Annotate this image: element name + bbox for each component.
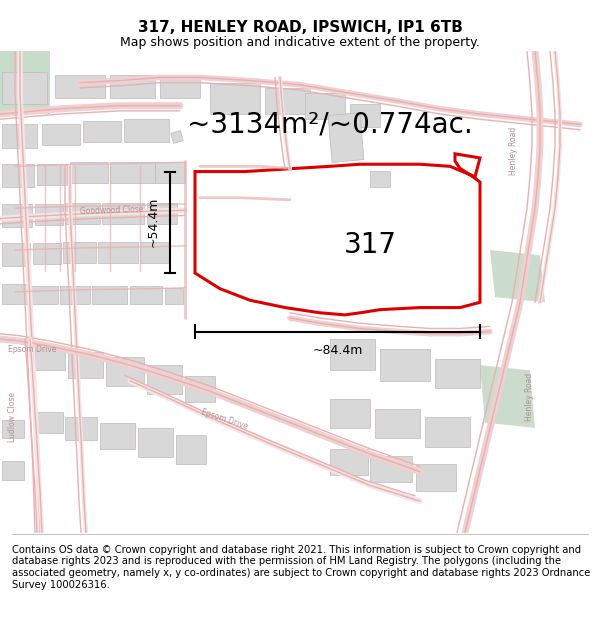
Polygon shape [375, 409, 420, 438]
Polygon shape [2, 164, 34, 188]
Polygon shape [370, 171, 390, 187]
Polygon shape [70, 162, 108, 183]
Polygon shape [435, 359, 480, 388]
Text: 317: 317 [343, 231, 397, 259]
Text: Contains OS data © Crown copyright and database right 2021. This information is : Contains OS data © Crown copyright and d… [12, 545, 590, 589]
Polygon shape [210, 82, 260, 114]
Polygon shape [147, 203, 177, 224]
Polygon shape [60, 286, 90, 304]
Polygon shape [100, 422, 135, 449]
Polygon shape [110, 162, 155, 183]
Polygon shape [65, 203, 100, 224]
Polygon shape [176, 435, 206, 464]
Text: Ludlow Close: Ludlow Close [8, 392, 17, 442]
Polygon shape [265, 88, 310, 114]
Polygon shape [30, 286, 58, 304]
Polygon shape [2, 72, 47, 104]
Polygon shape [155, 162, 185, 183]
Polygon shape [42, 124, 80, 146]
Polygon shape [35, 412, 63, 433]
Polygon shape [2, 284, 27, 304]
Polygon shape [83, 121, 121, 142]
Polygon shape [160, 75, 200, 98]
Polygon shape [380, 349, 430, 381]
Polygon shape [147, 365, 182, 394]
Polygon shape [2, 124, 37, 148]
Text: Henley Road: Henley Road [526, 372, 535, 421]
Polygon shape [305, 93, 345, 119]
Polygon shape [490, 250, 545, 302]
Text: ~3134m²/~0.774ac.: ~3134m²/~0.774ac. [187, 111, 473, 139]
Polygon shape [140, 242, 170, 262]
Polygon shape [124, 119, 169, 142]
Text: Epsom Drive: Epsom Drive [200, 408, 249, 431]
Polygon shape [370, 456, 412, 482]
Polygon shape [185, 376, 215, 402]
Polygon shape [480, 365, 535, 428]
Polygon shape [330, 399, 370, 428]
Polygon shape [98, 242, 138, 262]
Text: 317, HENLEY ROAD, IPSWICH, IP1 6TB: 317, HENLEY ROAD, IPSWICH, IP1 6TB [137, 20, 463, 35]
Polygon shape [165, 288, 183, 304]
Polygon shape [416, 464, 456, 491]
Polygon shape [65, 418, 97, 441]
Polygon shape [92, 286, 127, 304]
Polygon shape [330, 339, 375, 371]
Text: ~54.4m: ~54.4m [147, 197, 160, 248]
Polygon shape [35, 348, 65, 371]
Polygon shape [2, 461, 24, 480]
Polygon shape [102, 203, 144, 224]
Polygon shape [328, 112, 364, 162]
Text: Epsom Drive: Epsom Drive [8, 345, 56, 354]
Text: Goodwood Close: Goodwood Close [80, 204, 144, 216]
Polygon shape [33, 242, 61, 264]
Polygon shape [2, 419, 24, 438]
Polygon shape [37, 164, 67, 185]
FancyBboxPatch shape [0, 51, 50, 114]
Polygon shape [106, 357, 144, 386]
Polygon shape [171, 131, 183, 144]
Polygon shape [130, 286, 162, 304]
Polygon shape [2, 204, 32, 227]
Polygon shape [350, 104, 380, 127]
Text: Map shows position and indicative extent of the property.: Map shows position and indicative extent… [120, 36, 480, 49]
Polygon shape [63, 242, 96, 262]
Polygon shape [330, 449, 368, 475]
Polygon shape [35, 204, 63, 225]
Polygon shape [425, 418, 470, 447]
Polygon shape [68, 351, 103, 378]
Text: ~84.4m: ~84.4m [313, 344, 362, 357]
Text: Henley Road: Henley Road [509, 126, 518, 175]
Polygon shape [2, 242, 30, 266]
Polygon shape [55, 75, 105, 98]
Polygon shape [138, 428, 173, 457]
Polygon shape [110, 75, 155, 98]
